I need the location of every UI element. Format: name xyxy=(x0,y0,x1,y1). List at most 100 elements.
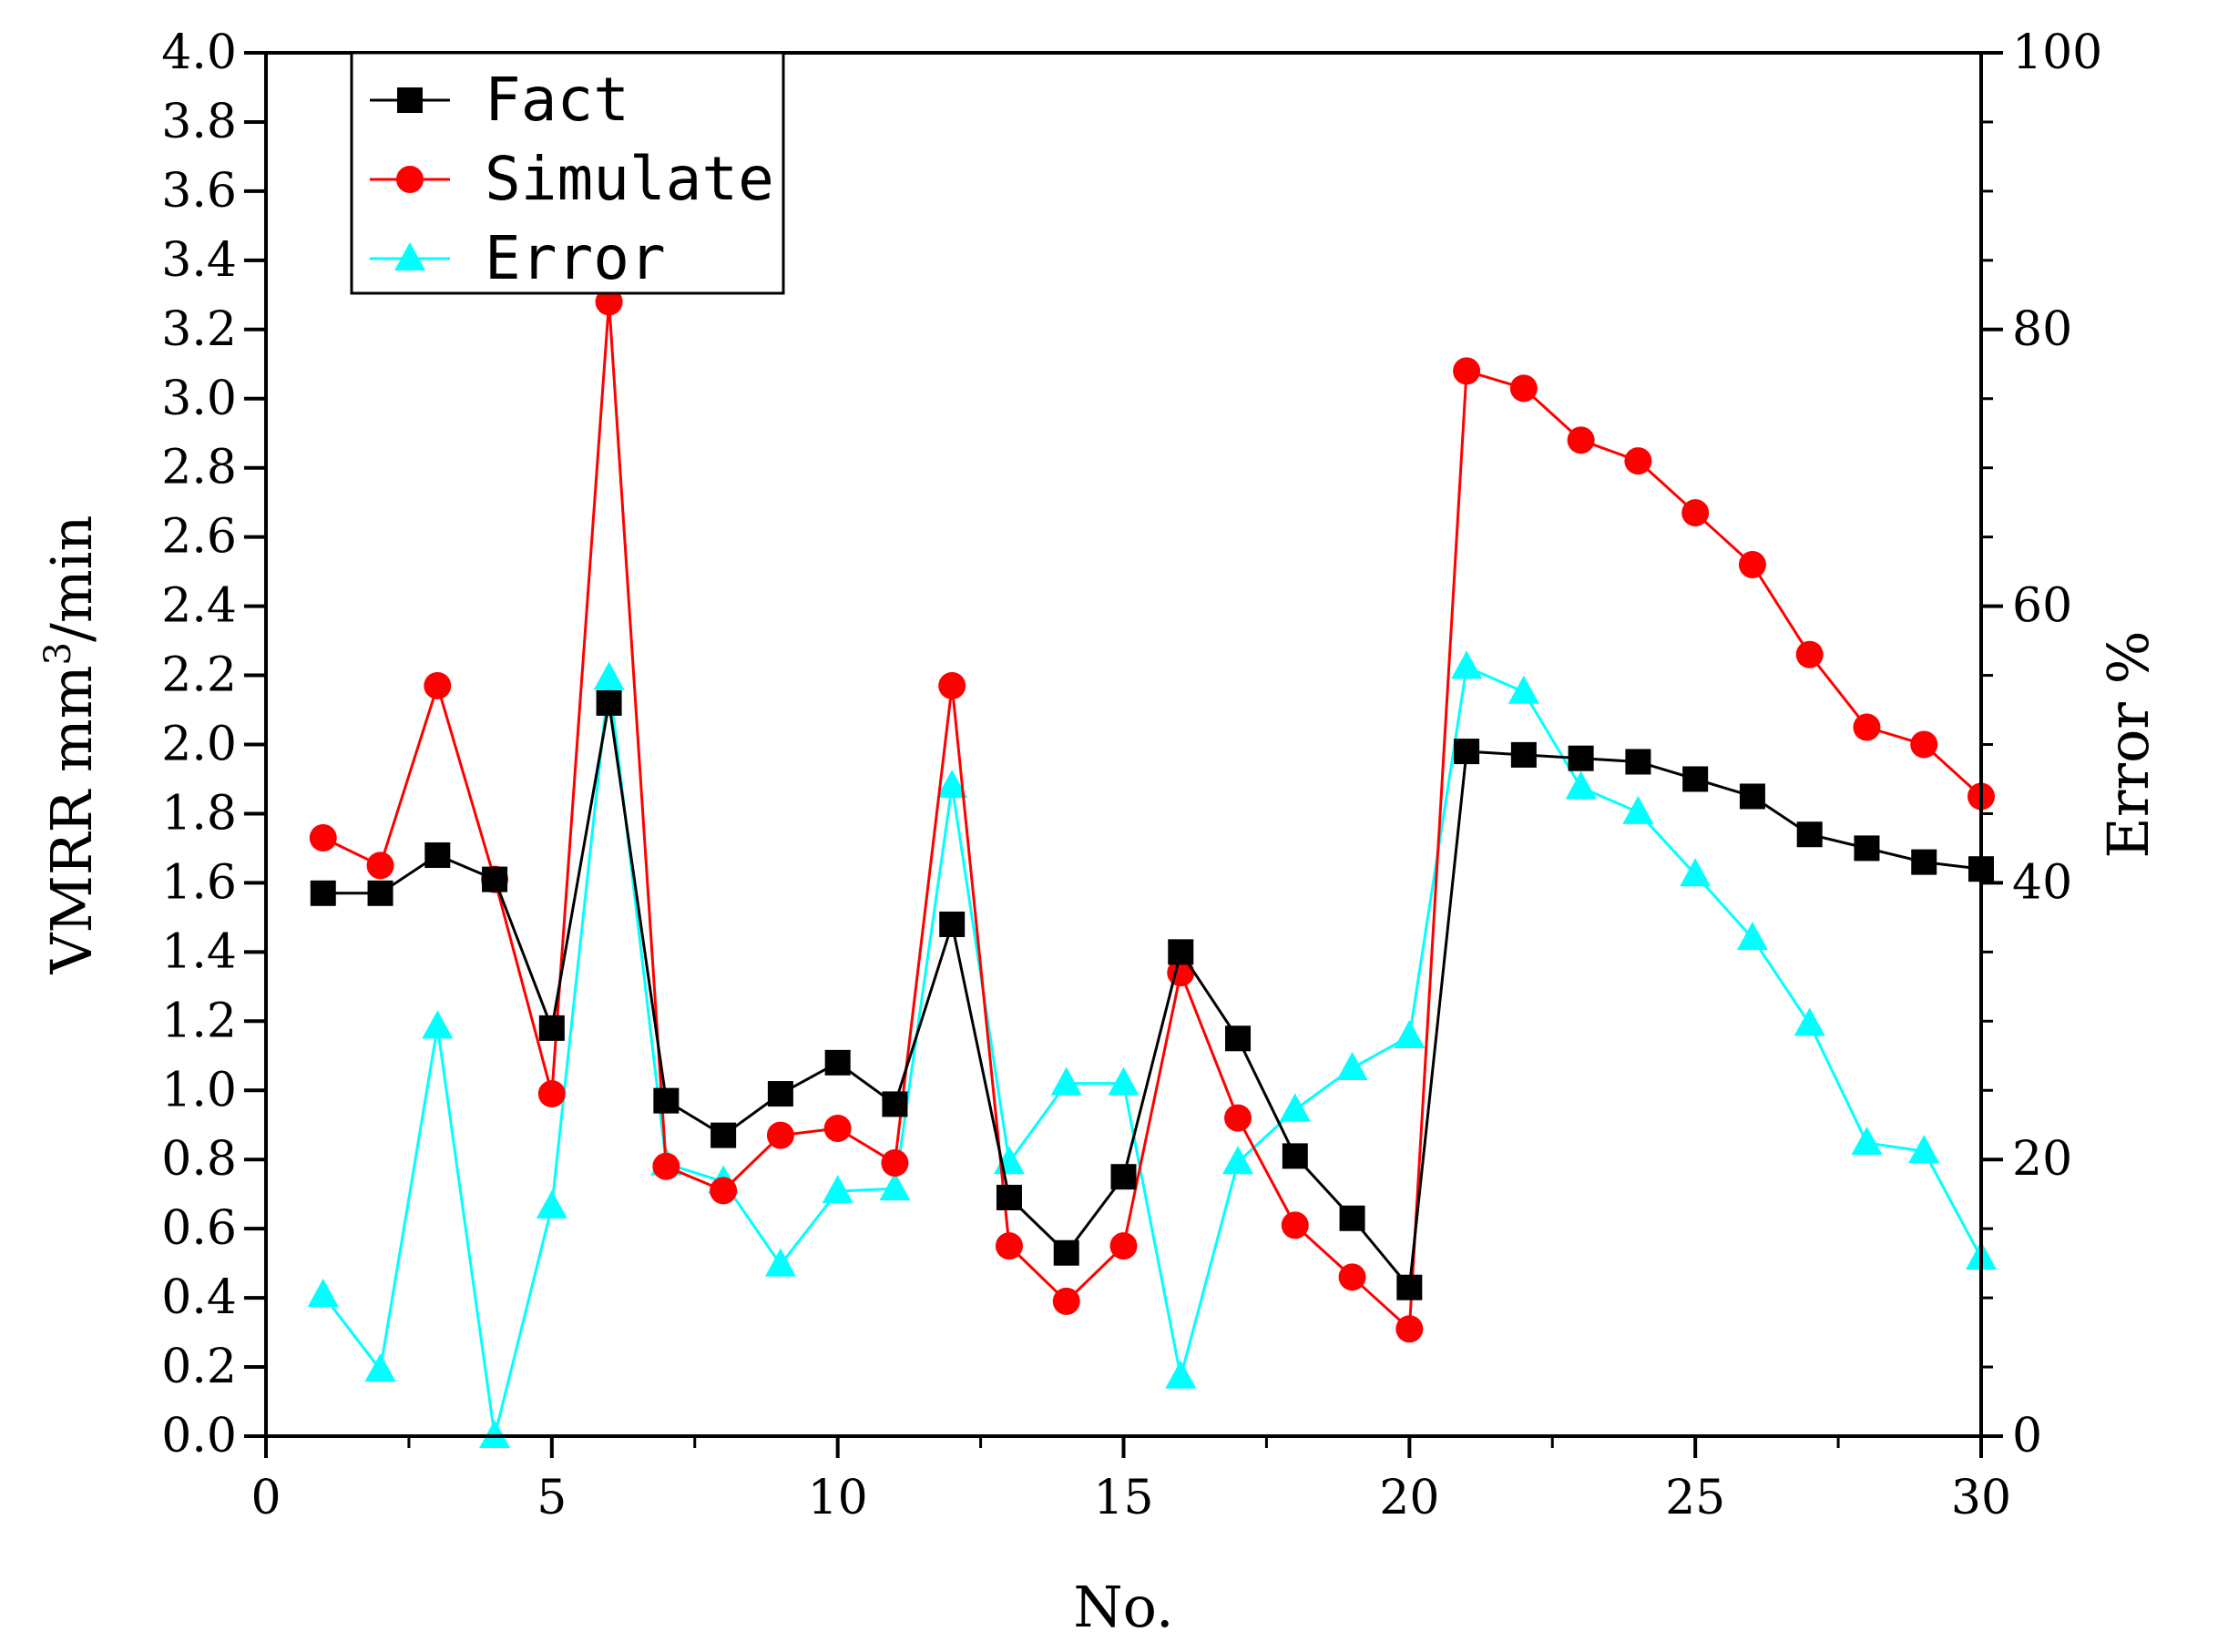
data-point-error xyxy=(1394,1020,1426,1049)
data-point-simulate xyxy=(1109,1232,1138,1260)
data-point-error xyxy=(307,1279,339,1308)
y-right-tick-label: 40 xyxy=(2012,855,2072,910)
data-point-fact xyxy=(1568,745,1594,771)
data-point-fact xyxy=(710,1122,737,1148)
y-left-tick-label: 3.8 xyxy=(161,95,237,149)
data-point-fact xyxy=(1454,739,1480,765)
data-point-simulate xyxy=(366,851,394,880)
data-point-simulate xyxy=(537,1080,566,1108)
data-point-error xyxy=(1736,922,1768,951)
data-point-simulate xyxy=(1681,499,1710,527)
data-point-fact xyxy=(1110,1164,1137,1190)
y-left-tick-label: 1.0 xyxy=(161,1063,237,1117)
legend-item-simulate: Simulate xyxy=(370,144,774,214)
axes-layer: 0 5 10 15 20 25 30 0.0 0.2 0.4 0.6 0.8 1.0 1.2 1.4 1.6 1… xyxy=(161,25,2102,1525)
y-right-tick-label: 20 xyxy=(2012,1132,2072,1187)
y-left-tick-label: 4.0 xyxy=(161,25,237,80)
legend-label: Error xyxy=(485,223,666,293)
data-point-error xyxy=(1050,1066,1082,1096)
data-point-simulate xyxy=(766,1121,794,1149)
data-point-error xyxy=(1680,858,1712,887)
legend-marker-fact xyxy=(397,87,423,113)
data-point-fact xyxy=(653,1087,680,1114)
data-point-error xyxy=(1908,1135,1940,1164)
data-point-simulate xyxy=(823,1115,852,1143)
data-point-simulate xyxy=(1910,730,1938,759)
data-point-simulate xyxy=(1795,640,1824,668)
y-left-tick-label: 3.6 xyxy=(161,164,237,219)
data-point-simulate xyxy=(1567,426,1595,454)
data-point-simulate xyxy=(1281,1211,1309,1239)
data-point-simulate xyxy=(424,671,452,699)
data-point-fact xyxy=(1682,766,1709,792)
data-point-simulate xyxy=(1052,1287,1080,1315)
data-point-simulate xyxy=(652,1152,680,1180)
y-right-tick-label: 100 xyxy=(2012,25,2102,80)
y-left-tick-label: 3.2 xyxy=(161,302,237,357)
data-point-fact xyxy=(310,880,336,906)
data-point-simulate xyxy=(710,1177,738,1205)
data-point-error xyxy=(593,661,625,690)
data-point-simulate xyxy=(1624,447,1652,475)
data-point-error xyxy=(422,1010,454,1039)
data-point-error xyxy=(1165,1360,1197,1389)
series-error xyxy=(307,650,1997,1448)
y-right-tick-label: 60 xyxy=(2012,579,2072,634)
y-axis-right-title: Error % xyxy=(2095,630,2162,858)
data-point-fact xyxy=(824,1049,851,1076)
data-point-fact xyxy=(538,1015,565,1041)
x-tick-label: 20 xyxy=(1379,1471,1439,1525)
data-point-simulate xyxy=(881,1148,909,1177)
legend-label: Simulate xyxy=(485,144,774,214)
series-layer xyxy=(307,288,1997,1448)
plot-frame xyxy=(264,51,1983,1438)
data-point-fact xyxy=(1625,749,1651,775)
y-left-tick-label: 2.6 xyxy=(161,510,237,565)
data-point-fact xyxy=(1739,783,1765,810)
series-line-simulate xyxy=(322,301,1983,1332)
y-left-tick-label: 3.4 xyxy=(161,233,237,288)
data-point-fact xyxy=(1053,1239,1079,1266)
y-right-tick-label: 0 xyxy=(2012,1409,2042,1463)
data-point-error xyxy=(879,1172,911,1201)
y-left-tick-label: 0.0 xyxy=(161,1409,237,1463)
data-point-simulate xyxy=(1453,357,1481,385)
data-point-simulate xyxy=(1738,551,1766,579)
data-point-simulate xyxy=(1853,713,1881,741)
data-point-simulate xyxy=(1509,374,1538,403)
y-axis-left-title-sup: 3 xyxy=(37,642,79,665)
y-right-tick-label: 80 xyxy=(2012,302,2072,357)
x-axis-title: No. xyxy=(1073,1574,1173,1640)
y-left-tick-label: 1.4 xyxy=(161,924,237,979)
data-point-error xyxy=(479,1420,511,1448)
data-point-simulate xyxy=(595,288,623,316)
legend: Fact Simulate Error xyxy=(350,51,785,295)
data-point-error xyxy=(1108,1066,1140,1096)
x-tick-label: 5 xyxy=(537,1471,567,1525)
data-point-fact xyxy=(996,1184,1022,1210)
data-point-simulate xyxy=(309,824,337,852)
data-point-simulate xyxy=(1224,1104,1252,1132)
data-point-fact xyxy=(1796,821,1823,848)
data-point-fact xyxy=(1282,1143,1308,1169)
y-left-tick-label: 2.2 xyxy=(161,648,237,703)
data-point-simulate xyxy=(995,1232,1023,1260)
data-point-error xyxy=(822,1175,853,1204)
data-point-error xyxy=(1507,675,1539,704)
data-point-error xyxy=(1794,1007,1825,1036)
series-line-fact xyxy=(322,702,1982,1291)
data-point-fact xyxy=(1225,1025,1252,1052)
x-tick-label: 10 xyxy=(808,1471,868,1525)
data-point-error xyxy=(1451,650,1483,679)
data-point-error xyxy=(1336,1051,1368,1080)
legend-marker-error xyxy=(394,242,425,270)
legend-label: Fact xyxy=(485,65,629,135)
x-tick-label: 15 xyxy=(1093,1471,1153,1525)
data-point-fact xyxy=(1510,741,1537,768)
data-point-simulate xyxy=(1338,1263,1366,1291)
y-left-tick-label: 0.8 xyxy=(161,1132,237,1187)
y-axis-left-title-main: VMRR mm xyxy=(38,665,105,974)
data-point-fact xyxy=(939,911,966,937)
data-point-error xyxy=(936,770,968,799)
